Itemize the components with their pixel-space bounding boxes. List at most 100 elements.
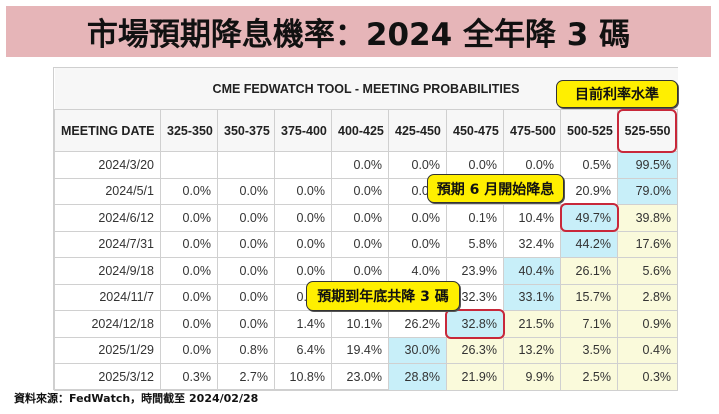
probability-cell: 0.0% [160,177,218,205]
probability-cell: 1.4% [274,310,332,338]
probability-cell: 30.0% [388,336,447,364]
probability-cell: 0.0% [503,151,561,179]
probability-cell: 6.4% [274,336,332,364]
probability-cell: 0.0% [274,257,332,285]
probability-cell: 0.0% [217,257,275,285]
title-banner: 市場預期降息機率：2024 全年降 3 碼 [6,6,711,57]
probability-cell: 0.0% [331,204,389,232]
probability-cell: 49.7% [560,204,618,232]
probability-cell: 0.8% [217,336,275,364]
probability-cell: 0.0% [160,310,218,338]
probability-cell: 23.9% [446,257,504,285]
probability-cell: 5.6% [616,257,679,285]
probability-cell: 0.0% [331,230,389,258]
table-row: 2024/9/18 0.0% 0.0% 0.0% 0.0% 4.0% 23.9% 40.4% 2… [54,257,679,285]
probability-cell: 26.2% [388,310,447,338]
column-header-rate-525-550: 525-550 [616,109,679,152]
meeting-date-cell: 2024/7/31 [54,230,161,258]
table-row: 2024/12/18 0.0% 0.0% 1.4% 10.1% 26.2% 32.8% 21.… [54,310,679,338]
callout-year-end-text: 預期到年底共降 3 碼 [317,289,449,305]
probability-cell: 10.1% [331,310,389,338]
probability-cell: 32.4% [503,230,561,258]
probability-cell: 10.8% [274,363,332,391]
column-header-rate-400-425: 400-425 [331,109,389,152]
probability-cell: 0.0% [331,151,389,179]
probability-cell: 0.0% [388,230,447,258]
column-header-rate-475-500: 475-500 [503,109,561,152]
probability-cell [160,151,218,179]
probability-cell [274,151,332,179]
probability-cell: 26.1% [560,257,618,285]
probability-cell: 0.5% [560,151,618,179]
table-row: 2024/3/20 0.0% 0.0% 0.0% 0.0% 0.5% 99.5% [54,151,679,179]
probability-cell: 0.0% [217,310,275,338]
probability-cell: 33.1% [503,283,561,311]
probability-cell: 0.0% [274,204,332,232]
probability-cell: 19.4% [331,336,389,364]
meeting-date-cell: 2024/6/12 [54,204,161,232]
probability-cell: 0.0% [274,177,332,205]
probability-cell: 0.0% [388,151,447,179]
probability-cell: 0.0% [160,230,218,258]
column-header-rate-450-475: 450-475 [446,109,504,152]
probability-cell: 0.0% [217,230,275,258]
probability-cell: 13.2% [503,336,561,364]
probability-cell: 40.4% [503,257,561,285]
probability-cell: 0.0% [160,204,218,232]
meeting-date-cell: 2024/11/7 [54,283,161,311]
probability-cell: 0.1% [446,204,504,232]
probability-cell: 0.0% [331,177,389,205]
probability-cell: 10.4% [503,204,561,232]
column-header-rate-425-450: 425-450 [388,109,447,152]
callout-june-cut: 預期 6 月開始降息 [427,174,564,203]
probability-cell: 99.5% [616,151,679,179]
probability-table-container: CME FEDWATCH TOOL - MEETING PROBABILITIE… [53,67,679,391]
probability-cell: 44.2% [560,230,618,258]
meeting-date-cell: 2024/3/20 [54,151,161,179]
column-header-rate-375-400: 375-400 [274,109,332,152]
probability-cell: 0.0% [160,336,218,364]
column-header-rate-325-350: 325-350 [160,109,218,152]
probability-cell: 21.5% [503,310,561,338]
column-header-rate-350-375: 350-375 [217,109,275,152]
meeting-date-cell: 2025/1/29 [54,336,161,364]
probability-cell: 28.8% [388,363,447,391]
column-header-meeting-date: MEETING DATE [54,109,161,152]
probability-cell: 2.7% [217,363,275,391]
callout-current-rate: 目前利率水準 [556,80,678,108]
probability-cell: 20.9% [560,177,618,205]
probability-cell: 0.3% [160,363,218,391]
probability-cell: 0.9% [616,310,679,338]
probability-cell: 0.0% [388,204,447,232]
probability-cell: 0.0% [160,283,218,311]
meeting-date-cell: 2024/5/1 [54,177,161,205]
table-row: 2024/7/31 0.0% 0.0% 0.0% 0.0% 0.0% 5.8% 32.4% 44… [54,230,679,258]
source-note: 資料來源：FedWatch，時間截至 2024/02/28 [14,392,259,405]
probability-cell: 21.9% [446,363,504,391]
probability-cell: 39.8% [616,204,679,232]
table-row: 2025/3/12 0.3% 2.7% 10.8% 23.0% 28.8% 21.9% 9.9… [54,363,679,391]
probability-cell: 26.3% [446,336,504,364]
probability-cell: 32.8% [446,310,504,338]
probability-cell: 0.0% [217,283,275,311]
probability-cell: 3.5% [560,336,618,364]
probability-cell: 23.0% [331,363,389,391]
probability-cell: 9.9% [503,363,561,391]
meeting-date-cell: 2024/12/18 [54,310,161,338]
probability-cell [217,151,275,179]
probability-cell: 0.0% [217,204,275,232]
table-row: 2024/6/12 0.0% 0.0% 0.0% 0.0% 0.0% 0.1% 10.4% 49… [54,204,679,232]
meeting-date-cell: 2025/3/12 [54,363,161,391]
table-row: 2024/5/10.0%0.0%0.0%0.0%0.0%0.0%0.0%20.9… [54,177,679,205]
meeting-date-cell: 2024/9/18 [54,257,161,285]
probability-cell: 79.0% [616,177,679,205]
callout-current-rate-text: 目前利率水準 [575,87,659,103]
probability-cell: 0.3% [616,363,679,391]
probability-cell: 2.5% [560,363,618,391]
probability-cell: 0.0% [331,257,389,285]
callout-june-cut-text: 預期 6 月開始降息 [436,181,555,198]
probability-cell: 0.0% [160,257,218,285]
column-header-rate-500-525: 500-525 [560,109,618,152]
probability-cell: 17.6% [616,230,679,258]
callout-year-end: 預期到年底共降 3 碼 [306,281,460,311]
